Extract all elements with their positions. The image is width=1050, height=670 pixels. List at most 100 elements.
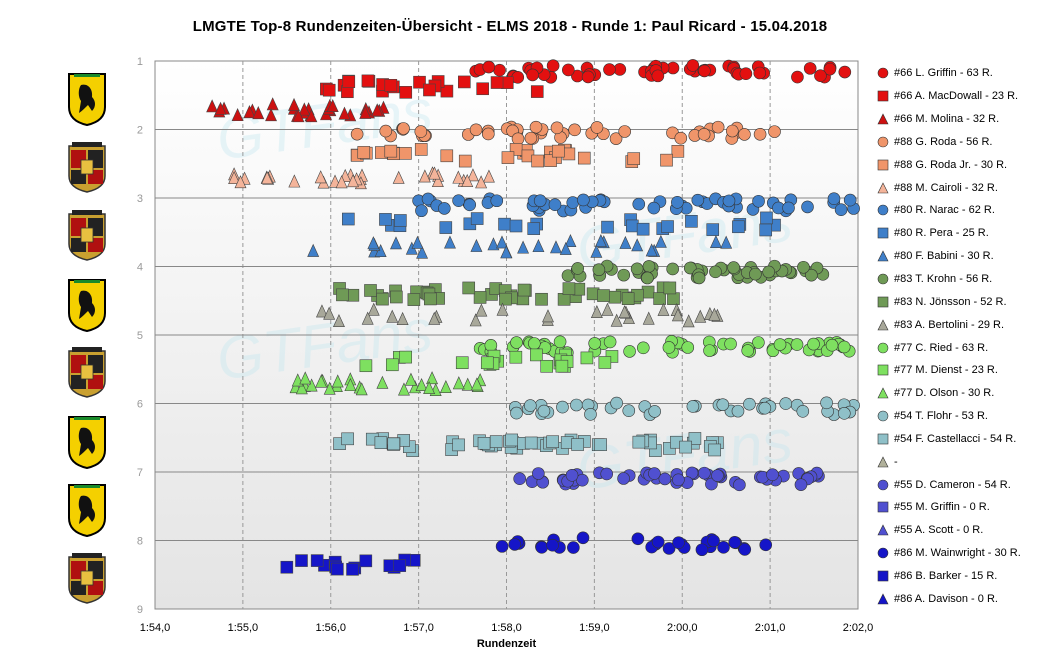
data-point	[654, 234, 667, 248]
data-point	[630, 262, 644, 276]
data-point	[396, 311, 409, 325]
legend-item: #66 M. Molina - 32 R.	[876, 108, 1050, 131]
data-point	[837, 340, 851, 354]
data-point	[526, 68, 539, 82]
x-tick-label: 2:00,0	[667, 622, 698, 634]
data-point	[731, 404, 745, 418]
data-point	[550, 121, 564, 135]
legend-marker-square	[877, 159, 889, 171]
data-point	[645, 243, 658, 257]
data-point	[594, 233, 607, 247]
data-point	[473, 291, 487, 304]
data-point	[682, 314, 695, 328]
data-point	[458, 75, 471, 89]
legend-item: #83 A. Bertolini - 29 R.	[876, 313, 1050, 336]
data-point	[709, 265, 722, 279]
data-point	[414, 143, 428, 156]
legend-item: #88 M. Cairoli - 32 R.	[876, 176, 1050, 199]
data-point	[632, 435, 646, 449]
data-point	[550, 240, 562, 254]
data-point	[524, 436, 538, 450]
data-point	[376, 292, 389, 306]
data-point	[411, 235, 424, 249]
data-point	[261, 171, 274, 185]
data-point	[393, 559, 407, 572]
data-point	[398, 382, 410, 396]
data-point	[355, 382, 368, 396]
data-point	[617, 268, 631, 282]
data-point	[671, 196, 684, 209]
data-point	[733, 478, 746, 492]
data-point	[399, 147, 412, 160]
y-tick-label: 1	[137, 56, 143, 68]
data-point	[517, 240, 530, 254]
data-point	[418, 169, 431, 183]
legend-label: #55 A. Scott - 0 R.	[894, 524, 984, 537]
data-point	[532, 239, 545, 253]
data-point	[698, 466, 711, 480]
data-point	[347, 174, 359, 188]
data-point	[732, 220, 745, 234]
data-point	[323, 306, 336, 320]
legend-label: #66 L. Griffin - 63 R.	[894, 67, 993, 80]
data-point	[496, 235, 508, 249]
data-point	[752, 194, 765, 208]
data-point	[708, 307, 721, 321]
data-point	[529, 120, 543, 134]
data-point	[452, 170, 465, 184]
data-point	[509, 350, 523, 364]
data-point	[540, 359, 554, 373]
legend-item: #77 C. Ried - 63 R.	[876, 336, 1050, 359]
data-point	[741, 344, 755, 357]
data-point	[566, 196, 580, 209]
data-point	[364, 284, 377, 297]
data-point	[476, 82, 489, 96]
data-point	[482, 169, 495, 183]
data-point	[428, 311, 441, 325]
legend-marker-triangle	[877, 524, 889, 536]
data-point	[511, 132, 525, 146]
data-point	[672, 536, 685, 549]
data-point	[562, 282, 576, 295]
data-point	[679, 440, 692, 454]
chart-legend: #66 L. Griffin - 63 R. #66 A. MacDowall -…	[876, 62, 1050, 610]
legend-item: #86 A. Davison - 0 R.	[876, 587, 1050, 610]
legend-label: #83 N. Jönsson - 52 R.	[894, 295, 1007, 308]
data-point	[631, 532, 645, 546]
legend-label: #88 G. Roda Jr. - 30 R.	[894, 158, 1008, 171]
data-point	[820, 396, 833, 410]
data-point	[660, 153, 673, 167]
data-point	[749, 267, 762, 281]
data-point	[305, 378, 318, 392]
data-point	[439, 380, 452, 394]
data-point	[299, 371, 312, 385]
data-point	[440, 149, 454, 163]
data-point	[641, 271, 654, 285]
data-point	[548, 198, 562, 212]
data-point	[766, 468, 779, 482]
data-point	[621, 292, 635, 305]
legend-label: #55 D. Cameron - 54 R.	[894, 478, 1011, 491]
data-point	[524, 131, 538, 145]
data-point	[438, 202, 451, 215]
legend-label: #83 T. Krohn - 56 R.	[894, 273, 993, 286]
data-point	[753, 127, 767, 141]
legend-marker-square	[877, 365, 889, 376]
data-point	[439, 221, 453, 234]
data-point	[524, 399, 537, 412]
data-point	[527, 222, 541, 235]
data-point	[452, 376, 465, 390]
legend-item: #66 L. Griffin - 63 R.	[876, 62, 1050, 85]
data-point	[637, 341, 650, 355]
data-point	[553, 335, 567, 349]
data-point	[794, 478, 808, 491]
legend-marker-triangle	[877, 250, 889, 262]
data-point	[452, 438, 465, 452]
data-point	[535, 292, 548, 306]
x-tick-label: 2:02,0	[843, 622, 874, 634]
data-point	[489, 435, 503, 448]
data-point	[252, 106, 265, 120]
data-point	[782, 201, 795, 215]
legend-marker-circle	[877, 342, 889, 353]
data-point	[228, 170, 241, 185]
